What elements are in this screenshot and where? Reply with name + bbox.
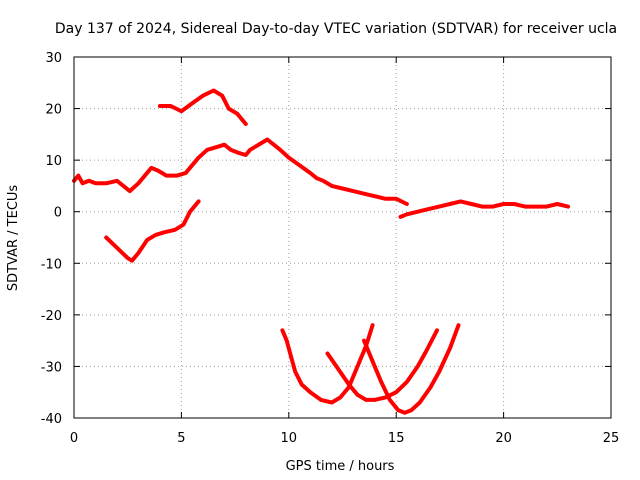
y-tick-label: 10 — [45, 154, 62, 169]
y-axis-label: SDTVAR / TECUs — [6, 185, 21, 292]
series-line-s6 — [325, 328, 439, 402]
y-tick-label: 20 — [45, 103, 62, 118]
series-group — [72, 88, 570, 415]
x-tick-label: 15 — [388, 431, 405, 446]
y-tick-label: 30 — [45, 51, 62, 66]
plot-frame — [73, 56, 612, 419]
x-tick-label: 25 — [603, 431, 620, 446]
series-line-s4 — [104, 199, 201, 263]
x-tick-label: 20 — [495, 431, 512, 446]
x-tick-label: 0 — [70, 431, 78, 446]
axis-ticks: 0 5 10 15 20 25 -40 -30 -20 -10 0 10 20 30 — [41, 51, 620, 446]
x-tick-label: 5 — [177, 431, 185, 446]
series-line-s7 — [362, 323, 461, 415]
y-tick-label: 0 — [54, 206, 62, 221]
y-tick-label: -10 — [41, 257, 62, 272]
chart-title: Day 137 of 2024, Sidereal Day-to-day VTE… — [55, 21, 617, 37]
series-line-s1 — [72, 137, 409, 206]
series-line-s3 — [157, 88, 248, 126]
x-tick-label: 10 — [281, 431, 298, 446]
y-tick-label: -20 — [41, 309, 62, 324]
grid — [74, 57, 611, 418]
series-line-s5 — [280, 323, 375, 405]
y-tick-label: -40 — [41, 412, 62, 427]
series-line-s2 — [398, 199, 570, 219]
y-tick-label: -30 — [41, 360, 62, 375]
x-axis-label: GPS time / hours — [286, 459, 395, 474]
